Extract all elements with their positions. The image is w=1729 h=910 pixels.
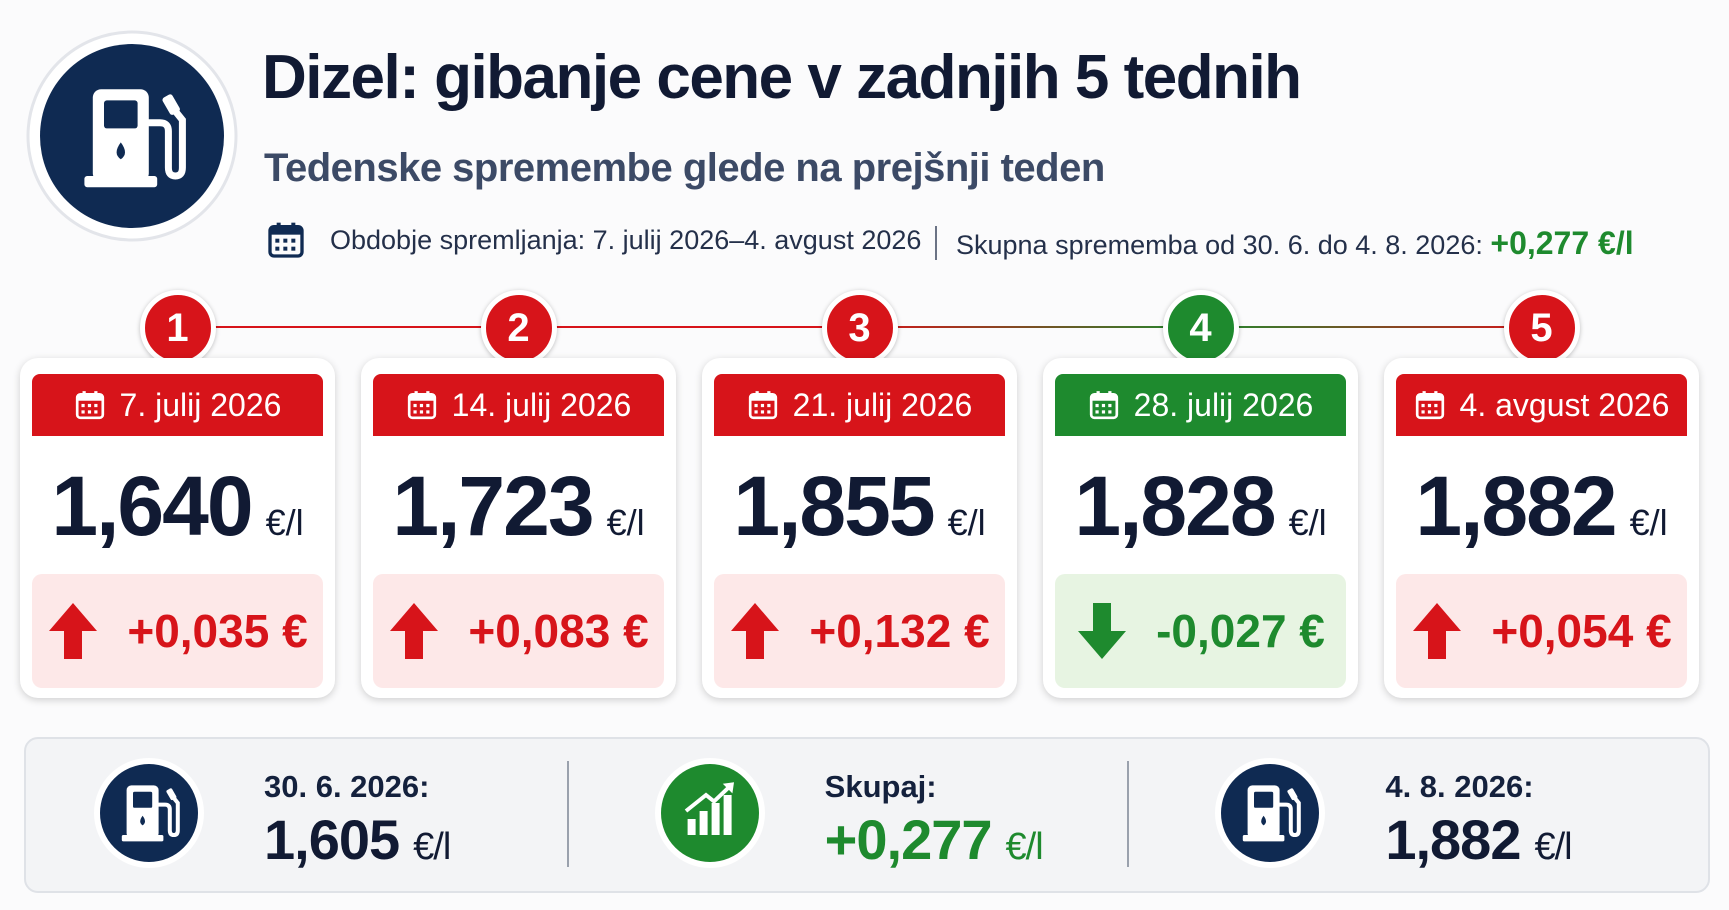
week-card: 14. julij 2026 1,723 €/l +0,083 € — [361, 358, 676, 698]
price-unit: €/l — [1288, 502, 1327, 543]
separator — [935, 226, 937, 260]
summary-icon — [654, 758, 765, 868]
change-arrow — [390, 603, 439, 659]
summary-number: 1,882 — [1385, 808, 1521, 871]
week-card: 4. avgust 2026 1,882 €/l +0,054 € — [1384, 358, 1699, 698]
divider — [1127, 761, 1130, 867]
change: +0,054 € — [1396, 574, 1687, 688]
total-value: +0,277 €/l — [1490, 225, 1634, 261]
change-value: +0,132 € — [809, 605, 990, 657]
step-number: 5 — [1503, 290, 1580, 366]
summary-icon — [1215, 758, 1326, 868]
date-band: 4. avgust 2026 — [1396, 374, 1687, 436]
step-number: 2 — [480, 290, 557, 366]
step-number: 4 — [1162, 290, 1239, 366]
connector — [518, 326, 860, 328]
change-value: +0,054 € — [1491, 605, 1672, 657]
week-card: 7. julij 2026 1,640 €/l +0,035 € — [20, 358, 335, 698]
header-icon — [26, 30, 238, 242]
change-arrow — [1413, 603, 1462, 659]
date-band: 14. julij 2026 — [373, 374, 664, 436]
price: 1,882 €/l — [1384, 458, 1699, 558]
price: 1,723 €/l — [361, 458, 676, 558]
summary-value: 1,882 €/l — [1385, 807, 1572, 872]
change: -0,027 € — [1055, 574, 1346, 688]
total-label: Skupna sprememba od 30. 6. do 4. 8. 2026… — [956, 230, 1483, 260]
summary-unit: €/l — [413, 826, 451, 868]
step-number: 1 — [139, 290, 216, 366]
total-line: Skupna sprememba od 30. 6. do 4. 8. 2026… — [956, 225, 1634, 262]
price-value: 1,723 — [392, 459, 594, 553]
step-number: 3 — [821, 290, 898, 366]
divider — [566, 761, 569, 867]
week-card: 21. julij 2026 1,855 €/l +0,132 € — [702, 358, 1017, 698]
price-value: 1,828 — [1074, 459, 1276, 553]
connector — [859, 326, 1201, 328]
summary-bar: 30. 6. 2026: 1,605 €/l Skupaj: +0,277 €/l 4. 8… — [24, 737, 1710, 893]
summary-number: +0,277 — [824, 808, 993, 871]
period: Obdobje spremljanja: 7. julij 2026–4. av… — [330, 225, 922, 255]
change: +0,035 € — [32, 574, 323, 688]
price-unit: €/l — [947, 502, 986, 543]
week-card: 28. julij 2026 1,828 €/l -0,027 € — [1043, 358, 1358, 698]
price: 1,855 €/l — [702, 458, 1017, 558]
price-value: 1,882 — [1415, 459, 1617, 553]
change-arrow — [731, 603, 780, 659]
price-unit: €/l — [1629, 502, 1668, 543]
price-unit: €/l — [606, 502, 645, 543]
price: 1,828 €/l — [1043, 458, 1358, 558]
change-value: +0,083 € — [468, 605, 649, 657]
date: 7. julij 2026 — [119, 386, 282, 423]
title: Dizel: gibanje cene v zadnjih 5 tednih — [262, 43, 1302, 112]
date-band: 21. julij 2026 — [714, 374, 1005, 436]
change: +0,083 € — [373, 574, 664, 688]
summary-label: 30. 6. 2026: — [264, 769, 430, 804]
connector — [177, 326, 519, 328]
connector — [1200, 326, 1542, 328]
price: 1,640 €/l — [20, 458, 335, 558]
summary-value: +0,277 €/l — [824, 807, 1044, 872]
calendar-icon — [748, 389, 777, 420]
calendar-icon — [1415, 389, 1444, 420]
date: 14. julij 2026 — [451, 386, 632, 423]
summary-unit: €/l — [1005, 826, 1044, 868]
summary-icon — [94, 758, 204, 868]
calendar-icon — [268, 221, 304, 258]
price-value: 1,640 — [51, 459, 253, 553]
date: 21. julij 2026 — [792, 386, 973, 423]
summary-label: Skupaj: — [824, 769, 937, 804]
summary-label: 4. 8. 2026: — [1385, 769, 1534, 804]
change-value: +0,035 € — [127, 605, 308, 657]
subtitle: Tedenske spremembe glede na prejšnji ted… — [264, 146, 1105, 190]
change-value: -0,027 € — [1156, 605, 1325, 657]
change-arrow — [49, 603, 98, 659]
date-band: 7. julij 2026 — [32, 374, 323, 436]
calendar-icon — [1089, 389, 1118, 420]
price-value: 1,855 — [733, 459, 935, 553]
summary-value: 1,605 €/l — [264, 807, 451, 872]
date: 28. julij 2026 — [1133, 386, 1314, 423]
date-band: 28. julij 2026 — [1055, 374, 1346, 436]
date: 4. avgust 2026 — [1459, 386, 1670, 423]
price-unit: €/l — [265, 502, 304, 543]
summary-number: 1,605 — [264, 808, 400, 871]
change: +0,132 € — [714, 574, 1005, 688]
calendar-icon — [75, 389, 104, 420]
summary-unit: €/l — [1534, 826, 1572, 868]
change-arrow — [1078, 603, 1127, 659]
calendar-icon — [407, 389, 436, 420]
